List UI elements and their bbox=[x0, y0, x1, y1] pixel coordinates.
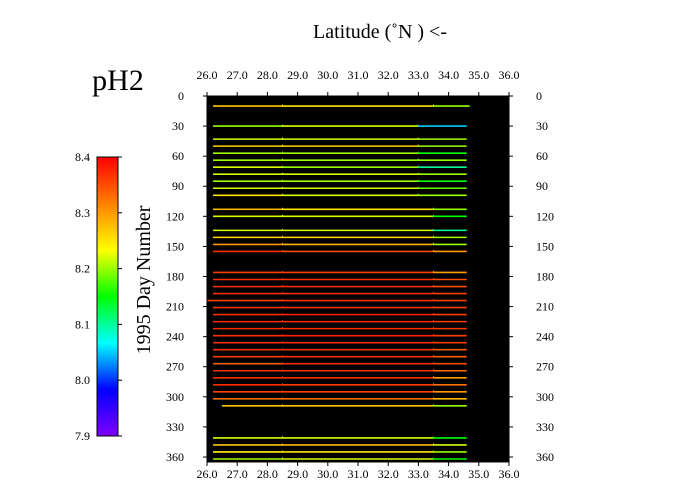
x-tick-label-bottom: 35.0 bbox=[468, 467, 489, 481]
x-tick-label-top: 35.0 bbox=[468, 68, 489, 82]
x-tick-label-bottom: 31.0 bbox=[348, 467, 369, 481]
y-tick-label-left: 30 bbox=[172, 119, 184, 133]
y-tick-label-right: 60 bbox=[536, 149, 548, 163]
x-tick-label-bottom: 27.0 bbox=[227, 467, 248, 481]
colorbar-tick-label: 8.2 bbox=[75, 262, 90, 276]
y-tick-label-right: 180 bbox=[536, 269, 554, 283]
y-tick-label-left: 330 bbox=[166, 420, 184, 434]
x-tick-label-top: 36.0 bbox=[499, 68, 520, 82]
y-tick-label-left: 180 bbox=[166, 269, 184, 283]
x-tick-label-top: 33.0 bbox=[408, 68, 429, 82]
y-tick-label-right: 120 bbox=[536, 209, 554, 223]
colorbar-tick-label: 7.9 bbox=[75, 429, 90, 443]
x-tick-label-bottom: 30.0 bbox=[317, 467, 338, 481]
x-tick-label-bottom: 36.0 bbox=[499, 467, 520, 481]
y-tick-label-right: 30 bbox=[536, 119, 548, 133]
variable-label: pH2 bbox=[92, 64, 144, 97]
x-tick-label-bottom: 26.0 bbox=[197, 467, 218, 481]
y-axis-label: 1995 Day Number bbox=[133, 205, 155, 354]
x-tick-label-top: 31.0 bbox=[348, 68, 369, 82]
y-tick-label-left: 120 bbox=[166, 209, 184, 223]
y-tick-label-left: 240 bbox=[166, 330, 184, 344]
axes: 26.0 26.0 27.0 27.0 28.0 28.0 29.0 29.0 30.0 30.0… bbox=[166, 68, 554, 481]
colorbar-tick-label: 8.0 bbox=[75, 373, 90, 387]
x-tick-label-bottom: 29.0 bbox=[287, 467, 308, 481]
y-tick-label-right: 330 bbox=[536, 420, 554, 434]
colorbar-tick-label: 8.3 bbox=[75, 206, 90, 220]
y-tick-label-right: 300 bbox=[536, 390, 554, 404]
x-tick-label-bottom: 34.0 bbox=[438, 467, 459, 481]
y-tick-label-right: 240 bbox=[536, 330, 554, 344]
colorbar-gradient bbox=[96, 156, 119, 437]
y-tick-label-left: 0 bbox=[178, 89, 184, 103]
y-tick-label-left: 300 bbox=[166, 390, 184, 404]
y-tick-label-right: 270 bbox=[536, 360, 554, 374]
y-tick-label-right: 90 bbox=[536, 179, 548, 193]
y-tick-label-left: 360 bbox=[166, 450, 184, 464]
y-tick-label-right: 360 bbox=[536, 450, 554, 464]
plot-area bbox=[207, 96, 509, 462]
colorbar-tick-label: 8.1 bbox=[75, 317, 90, 331]
y-tick-label-left: 150 bbox=[166, 239, 184, 253]
x-tick-label-top: 27.0 bbox=[227, 68, 248, 82]
x-tick-label-top: 30.0 bbox=[317, 68, 338, 82]
x-tick-label-top: 32.0 bbox=[378, 68, 399, 82]
colorbar-tick-label: 8.4 bbox=[75, 150, 90, 164]
y-tick-label-left: 210 bbox=[166, 300, 184, 314]
y-tick-label-right: 0 bbox=[536, 89, 542, 103]
y-tick-label-right: 210 bbox=[536, 300, 554, 314]
colorbar: 8.4 8.3 8.2 8.1 8.0 7.9 bbox=[75, 150, 122, 443]
x-tick-label-bottom: 32.0 bbox=[378, 467, 399, 481]
y-tick-label-left: 60 bbox=[172, 149, 184, 163]
x-tick-label-top: 29.0 bbox=[287, 68, 308, 82]
x-tick-label-bottom: 33.0 bbox=[408, 467, 429, 481]
x-tick-label-top: 26.0 bbox=[197, 68, 218, 82]
y-tick-label-left: 270 bbox=[166, 360, 184, 374]
y-tick-label-left: 90 bbox=[172, 179, 184, 193]
x-tick-label-bottom: 28.0 bbox=[257, 467, 278, 481]
y-tick-label-right: 150 bbox=[536, 239, 554, 253]
chart-title: Latitude (˚N ) <- bbox=[313, 21, 447, 43]
x-tick-label-top: 34.0 bbox=[438, 68, 459, 82]
x-tick-label-top: 28.0 bbox=[257, 68, 278, 82]
